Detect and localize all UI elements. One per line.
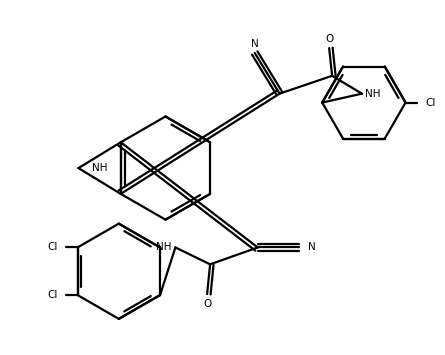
Text: O: O <box>203 299 211 309</box>
Text: Cl: Cl <box>425 98 436 108</box>
Text: O: O <box>325 34 333 44</box>
Text: N: N <box>308 242 316 252</box>
Text: Cl: Cl <box>47 242 58 252</box>
Text: NH: NH <box>156 242 171 252</box>
Text: N: N <box>251 39 259 49</box>
Text: Cl: Cl <box>47 290 58 300</box>
Text: NH: NH <box>93 163 108 173</box>
Text: NH: NH <box>365 89 380 99</box>
